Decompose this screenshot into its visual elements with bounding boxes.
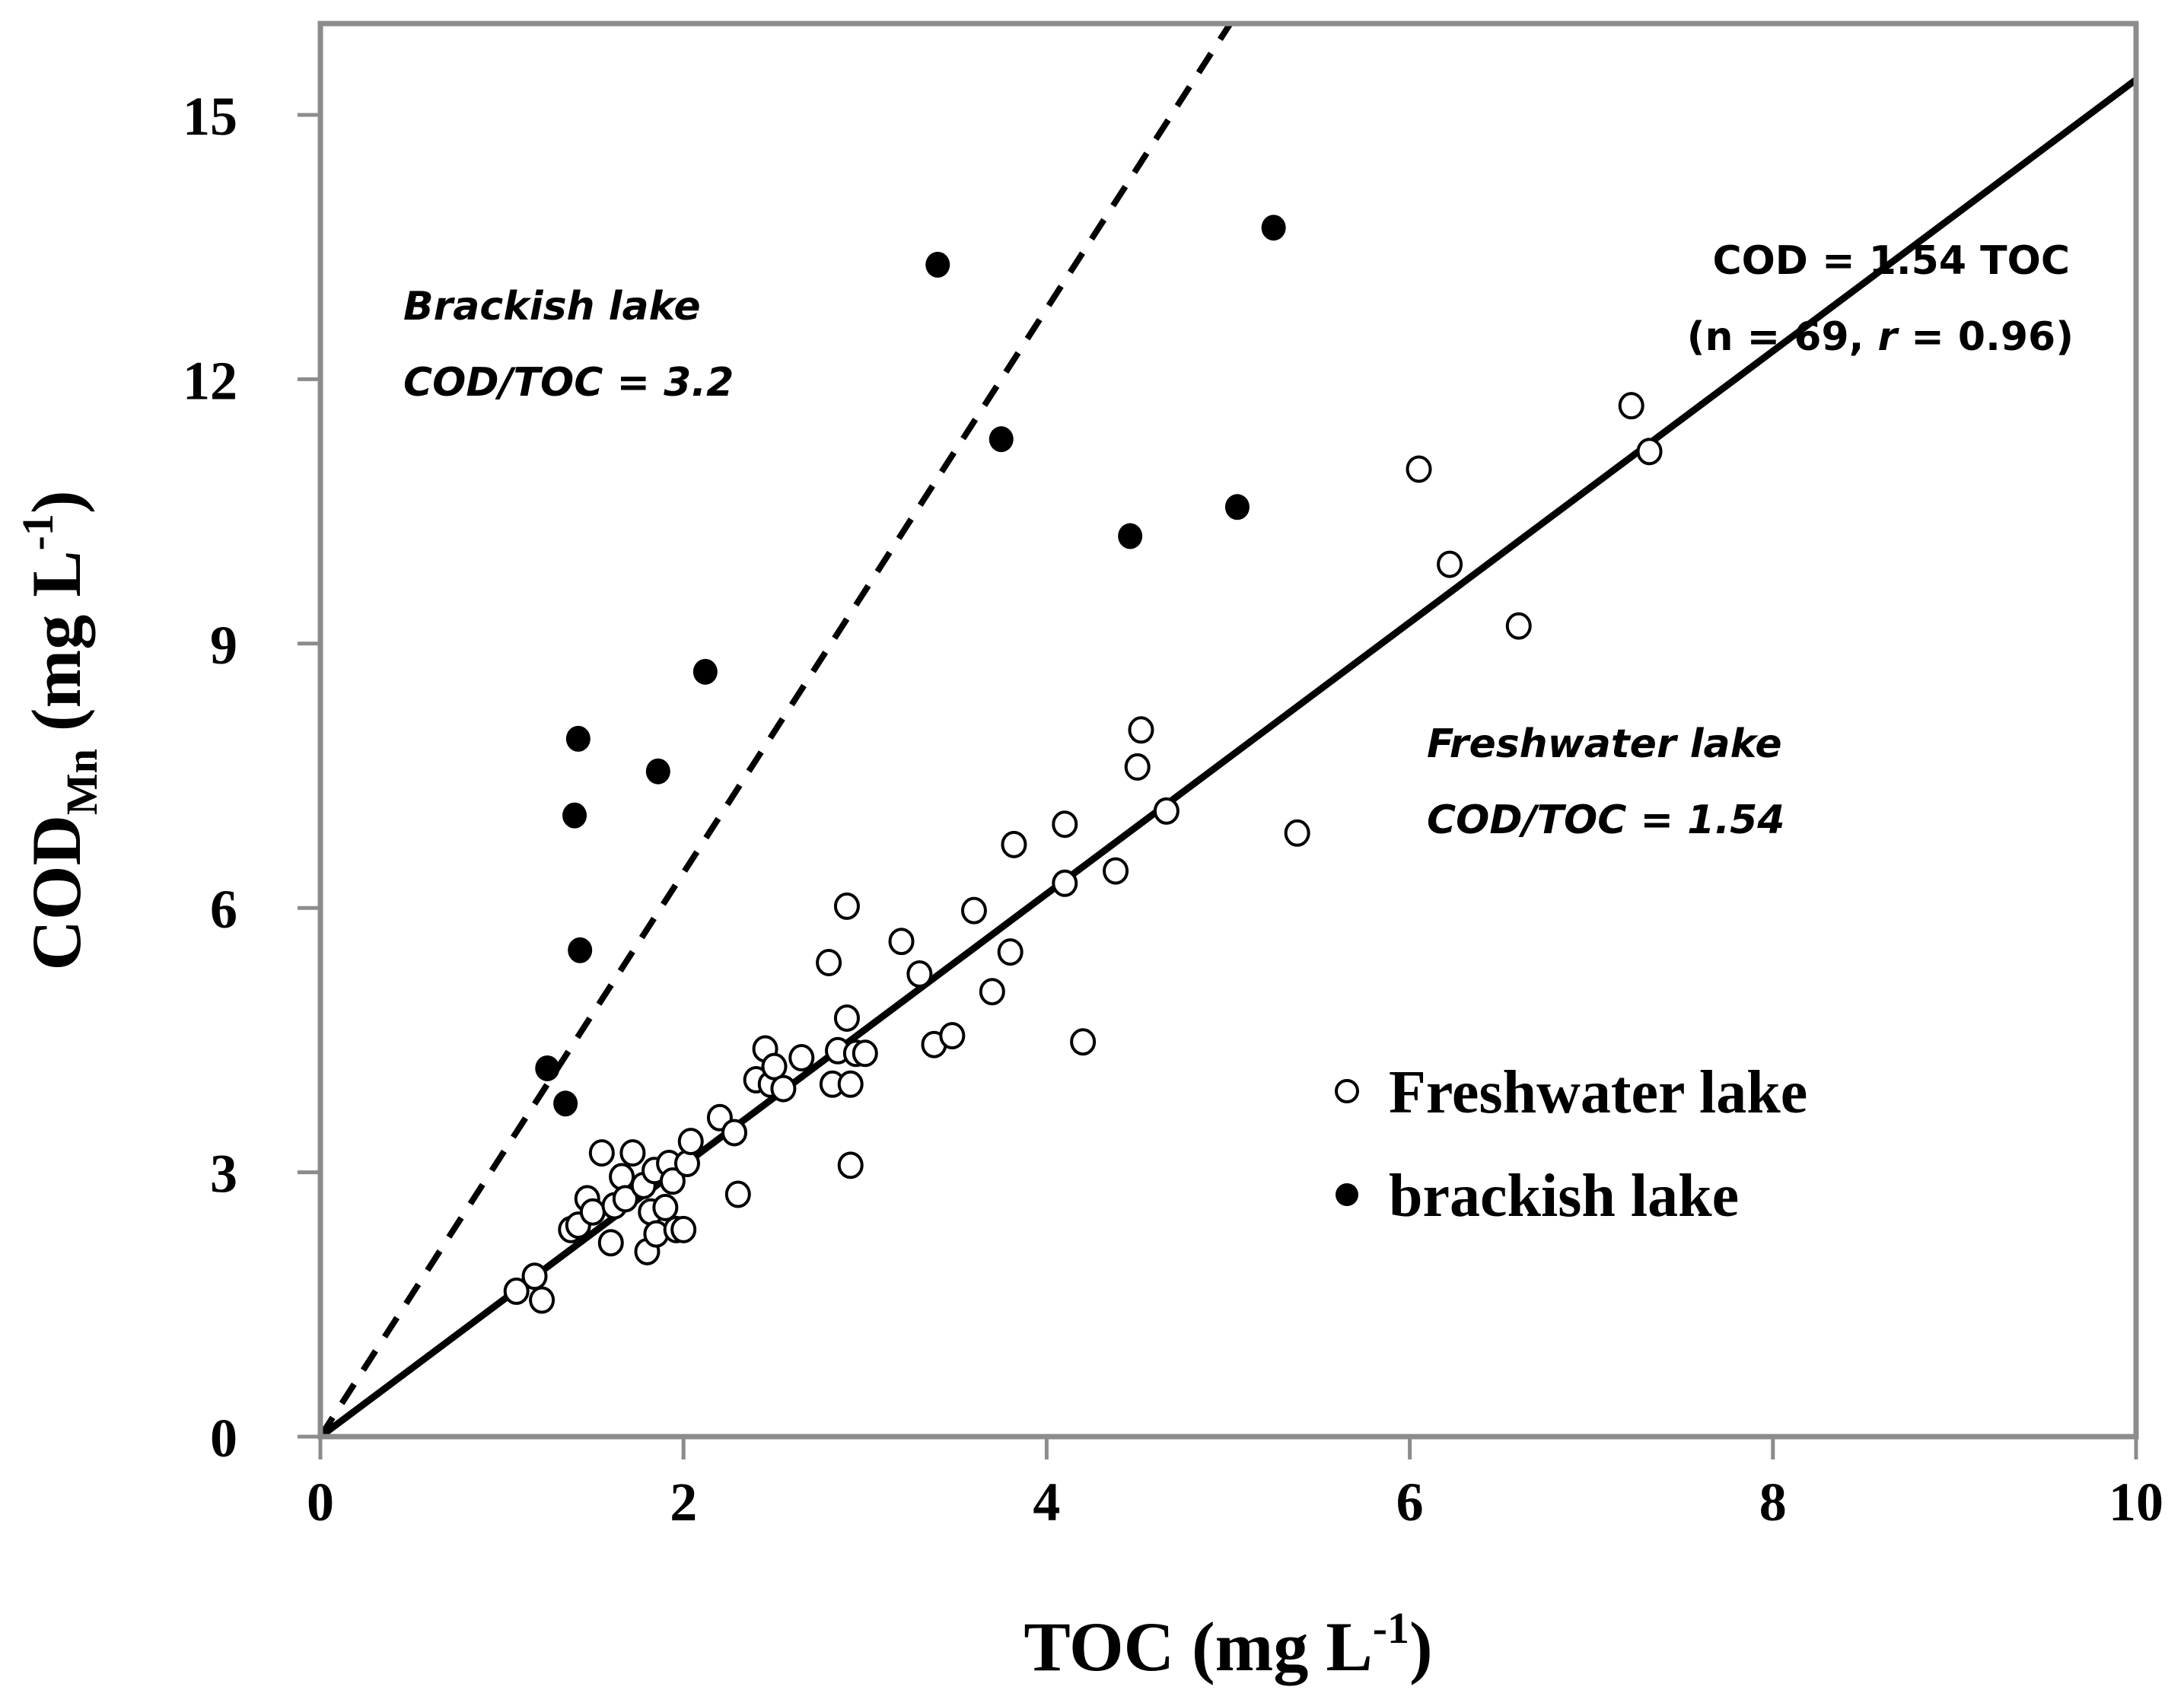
freshwater-point xyxy=(997,938,1024,966)
x-tick-label: 6 xyxy=(1396,1472,1424,1533)
freshwater-point xyxy=(816,948,842,976)
freshwater-point xyxy=(837,1151,864,1179)
freshwater-point xyxy=(1437,550,1463,578)
freshwater-point xyxy=(852,1039,878,1068)
brackish-point xyxy=(692,658,718,685)
freshwater-point xyxy=(597,1229,624,1257)
freshwater-point xyxy=(960,896,987,925)
freshwater-annotation-line1: Freshwater lake xyxy=(1427,721,1782,767)
brackish-point xyxy=(1224,494,1250,520)
freshwater-point xyxy=(770,1074,797,1103)
y-tick-label: 3 xyxy=(210,1144,237,1205)
freshwater-point xyxy=(1124,753,1151,781)
x-tick-label: 10 xyxy=(2109,1472,2163,1533)
brackish-point xyxy=(562,802,587,829)
freshwater-point xyxy=(677,1128,704,1156)
freshwater-point xyxy=(529,1286,556,1314)
brackish-point xyxy=(565,725,591,752)
freshwater-point xyxy=(1103,857,1129,885)
legend-label-brackish: brackish lake xyxy=(1389,1163,1739,1230)
freshwater-annotation-line2: COD/TOC = 1.54 xyxy=(1427,797,1784,843)
freshwater-point xyxy=(1153,797,1180,825)
x-tick-label: 8 xyxy=(1759,1472,1787,1533)
freshwater-point xyxy=(652,1193,679,1221)
y-tick-label: 0 xyxy=(210,1408,237,1469)
y-tick-label: 12 xyxy=(183,350,237,411)
brackish-point xyxy=(568,937,593,963)
freshwater-point xyxy=(1052,810,1078,839)
brackish-point xyxy=(535,1055,560,1081)
freshwater-point xyxy=(979,978,1005,1006)
y-tick-label: 15 xyxy=(183,86,237,147)
legend-filled-circle-icon xyxy=(1336,1183,1358,1206)
legend: Freshwater lake brackish lake xyxy=(1335,1059,1807,1230)
y-tick-label: 6 xyxy=(210,879,237,940)
freshwater-point xyxy=(833,892,860,920)
freshwater-point xyxy=(612,1185,638,1213)
freshwater-point xyxy=(609,1163,635,1191)
freshwater-point xyxy=(588,1139,615,1167)
freshwater-point xyxy=(906,960,933,988)
y-tick-label: 9 xyxy=(210,615,237,676)
freshwater-point xyxy=(579,1198,606,1226)
freshwater-point xyxy=(1618,392,1644,420)
freshwater-point xyxy=(1052,869,1078,897)
freshwater-point xyxy=(673,1150,700,1178)
equation-line2: (n = 69, r = 0.96) xyxy=(1687,314,2074,360)
legend-open-circle-icon xyxy=(1335,1079,1359,1103)
freshwater-point xyxy=(724,1180,751,1208)
plot-frame xyxy=(317,21,2139,1440)
freshwater-point xyxy=(888,928,915,956)
freshwater-point xyxy=(1128,716,1154,744)
brackish-point xyxy=(1261,215,1286,241)
x-tick-label: 2 xyxy=(670,1472,697,1533)
brackish-fit-line xyxy=(320,24,1234,1437)
brackish-point xyxy=(1118,523,1143,549)
brackish-point xyxy=(989,426,1014,453)
x-tick-label: 0 xyxy=(307,1472,334,1533)
x-axis-label: TOC (mg L-1) xyxy=(1024,1603,1432,1685)
freshwater-point xyxy=(833,1004,860,1032)
brackish-annotation-line1: Brackish lake xyxy=(403,284,701,329)
freshwater-point xyxy=(837,1070,864,1098)
x-tick-label: 4 xyxy=(1033,1472,1060,1533)
freshwater-point xyxy=(721,1119,748,1147)
brackish-point xyxy=(925,251,950,278)
freshwater-point xyxy=(1406,455,1432,483)
brackish-annotation-line2: COD/TOC = 3.2 xyxy=(403,360,734,406)
brackish-point xyxy=(645,758,670,785)
equation-line1: COD = 1.54 TOC xyxy=(1712,238,2070,284)
freshwater-point xyxy=(503,1277,530,1305)
freshwater-point xyxy=(521,1262,548,1291)
freshwater-point xyxy=(1505,612,1532,640)
y-axis-label: CODMn (mg L-1) xyxy=(13,490,107,970)
freshwater-point xyxy=(619,1139,646,1167)
freshwater-point xyxy=(788,1044,815,1072)
freshwater-point xyxy=(1284,819,1310,847)
freshwater-point xyxy=(1636,438,1663,466)
freshwater-point xyxy=(1001,830,1027,858)
freshwater-point xyxy=(1070,1028,1097,1056)
freshwater-point xyxy=(761,1052,788,1081)
legend-label-freshwater: Freshwater lake xyxy=(1389,1059,1807,1126)
freshwater-point xyxy=(670,1215,697,1243)
brackish-point xyxy=(553,1090,578,1117)
freshwater-point xyxy=(659,1167,686,1195)
freshwater-point xyxy=(939,1022,966,1050)
